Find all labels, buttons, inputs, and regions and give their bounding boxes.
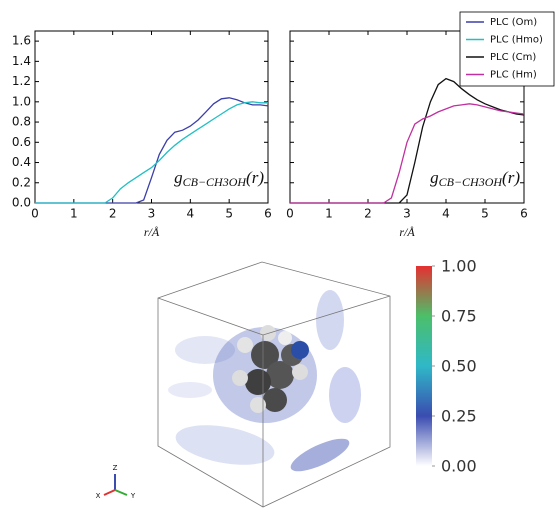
density-cloud <box>329 367 361 423</box>
x-tick-label: 6 <box>264 207 272 221</box>
x-tick-label: 4 <box>442 207 450 221</box>
axis-x-label: X <box>96 492 101 500</box>
axes-triad: Z X Y <box>96 464 136 500</box>
density-cloud <box>290 438 350 472</box>
annotation-part: CB−CH3OH <box>183 175 248 189</box>
y-tick-label: 1.6 <box>12 34 31 48</box>
y-tick-label: 1.0 <box>12 94 31 108</box>
legend-box <box>459 11 555 87</box>
y-tick-label: 0.6 <box>12 135 31 149</box>
colorbar-tick-label: 0.00 <box>441 457 477 476</box>
x-tick-label: 6 <box>520 207 528 221</box>
x-tick-label: 0 <box>31 207 39 221</box>
annotation-part: g <box>174 168 183 187</box>
y-tick-label: 0.4 <box>12 155 31 169</box>
molecule <box>232 325 309 413</box>
y-tick-label: 0.2 <box>12 175 31 189</box>
x-tick-label: 0 <box>286 207 294 221</box>
annotation-part: g <box>430 168 439 187</box>
annotation-part: (r) <box>502 168 520 187</box>
x-tick-label: 3 <box>403 207 411 221</box>
x-tick-label: 5 <box>481 207 489 221</box>
x-tick-label: 1 <box>70 207 78 221</box>
series-line <box>35 101 268 204</box>
annotation-part: CB−CH3OH <box>439 175 504 189</box>
x-tick-label: 5 <box>225 207 233 221</box>
series-line <box>35 97 269 204</box>
annotation: gCB−CH3OH(r) <box>174 168 264 189</box>
x-tick-label: 3 <box>148 207 156 221</box>
x-axis-label: r/Å <box>399 225 415 239</box>
colorbar-tick-label: 0.75 <box>441 307 477 326</box>
density-cloud <box>175 425 275 465</box>
y-tick-label: 0.8 <box>12 115 31 129</box>
colorbar <box>416 266 432 466</box>
legend-label: PLC (Cm) <box>490 52 536 63</box>
legend-label: PLC (Hmo) <box>490 35 543 46</box>
density-cloud <box>168 382 212 398</box>
legend-label: PLC (Hm) <box>490 70 537 81</box>
density-cloud <box>175 336 235 364</box>
density-render: Z X Y <box>96 261 391 508</box>
legend-label: PLC (Om) <box>490 17 537 28</box>
axis-z-label: Z <box>113 464 118 472</box>
series-line <box>290 103 525 204</box>
y-tick-label: 0.0 <box>12 196 31 210</box>
annotation: gCB−CH3OH(r) <box>430 168 520 189</box>
x-tick-label: 2 <box>364 207 372 221</box>
y-tick-label: 1.4 <box>12 54 31 68</box>
series-line <box>290 77 525 204</box>
x-tick-label: 1 <box>325 207 333 221</box>
annotation-part: (r) <box>246 168 264 187</box>
colorbar-tick-label: 1.00 <box>441 257 477 276</box>
bounding-box <box>157 261 391 508</box>
colorbar-tick-label: 0.50 <box>441 357 477 376</box>
colorbar-tick-label: 0.25 <box>441 407 477 426</box>
x-tick-label: 4 <box>187 207 195 221</box>
axis-y-label: Y <box>130 492 136 500</box>
density-cloud <box>316 290 344 350</box>
y-tick-label: 1.2 <box>12 74 31 88</box>
x-axis-label: r/Å <box>144 225 160 239</box>
x-tick-label: 2 <box>109 207 117 221</box>
